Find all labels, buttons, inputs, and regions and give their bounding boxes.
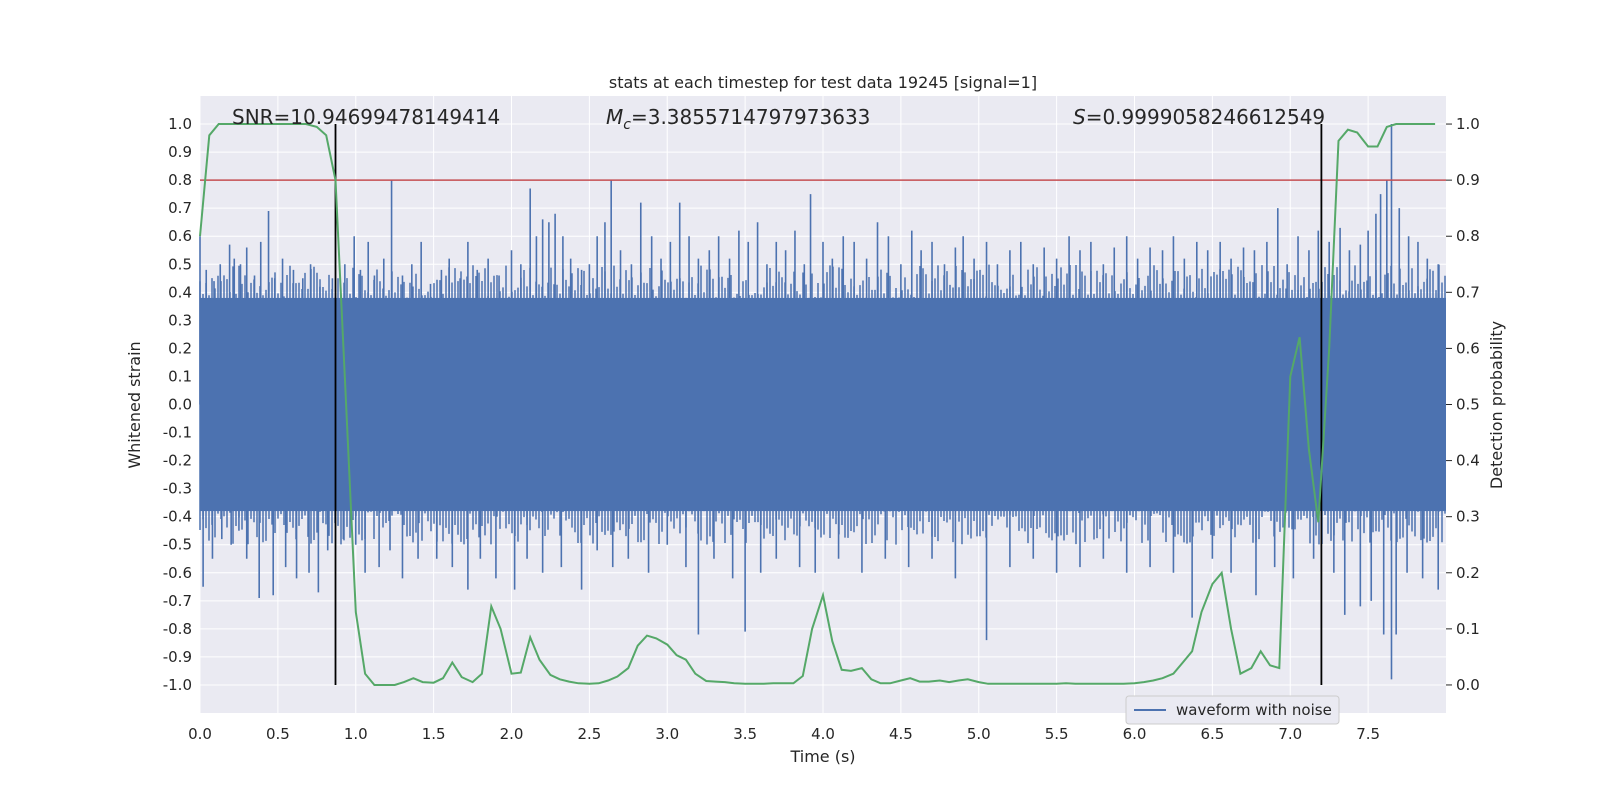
x-tick-label: 5.0: [967, 725, 991, 743]
x-tick-label: 0.5: [266, 725, 290, 743]
y-tick-label: 0.2: [168, 339, 192, 357]
y-tick-label: 0.9: [168, 143, 192, 161]
y2-tick-label: 0.5: [1456, 396, 1480, 414]
y-tick-label: 0.4: [168, 283, 192, 301]
y2-tick-label: 0.8: [1456, 227, 1480, 245]
x-tick-label: 0.0: [188, 725, 212, 743]
s-symbol: S: [1073, 105, 1086, 129]
waveform-series: [199, 124, 1446, 680]
y-tick-label: -0.9: [163, 648, 192, 666]
y-axis-label: Whitened strain: [125, 341, 144, 468]
x-tick-label: 1.0: [344, 725, 368, 743]
probability-series: [199, 123, 1436, 686]
legend-label: waveform with noise: [1176, 701, 1332, 719]
x-tick-label: 2.0: [500, 725, 524, 743]
x-tick-label: 7.0: [1278, 725, 1302, 743]
x-tick-label: 3.0: [655, 725, 679, 743]
x-tick-label: 1.5: [422, 725, 446, 743]
x-tick-label: 6.0: [1123, 725, 1147, 743]
y-tick-label: -0.3: [163, 480, 192, 498]
y-tick-label: 0.3: [168, 311, 192, 329]
x-tick-label: 6.5: [1200, 725, 1224, 743]
y-tick-label: 0.8: [168, 171, 192, 189]
y-tick-label: 0.1: [168, 367, 192, 385]
y2-tick-label: 0.0: [1456, 676, 1480, 694]
y2-tick-label: 0.9: [1456, 171, 1480, 189]
mc-annotation: Mc=3.3855714797973633: [606, 105, 870, 133]
y-tick-label: -1.0: [163, 676, 192, 694]
y-tick-label: 0.0: [168, 396, 192, 414]
y-tick-labels: 1.0 0.9 0.8 0.7 0.6 0.5 0.4 0.3 0.2 0.1 0.0 -0.1 -0.…: [163, 115, 192, 694]
vertical-markers: [334, 124, 1323, 685]
x-tick-label: 7.5: [1356, 725, 1380, 743]
y-tick-label: 0.6: [168, 227, 192, 245]
x-tick-label: 4.5: [889, 725, 913, 743]
y2-tick-label: 0.7: [1456, 283, 1480, 301]
x-tick-label: 4.0: [811, 725, 835, 743]
x-tick-label: 5.5: [1045, 725, 1069, 743]
s-value: =0.9999058246612549: [1086, 105, 1325, 129]
legend-box: [1125, 695, 1340, 725]
y2-tick-label: 0.4: [1456, 452, 1480, 470]
x-tick-label: 2.5: [577, 725, 601, 743]
snr-annotation: SNR=10.94699478149414: [232, 105, 500, 129]
mc-subscript: c: [623, 117, 631, 133]
y-tick-label: 1.0: [168, 115, 192, 133]
y2-tick-label: 0.1: [1456, 620, 1480, 638]
y-tick-label: -0.4: [163, 508, 192, 526]
mc-value: =3.3855714797973633: [631, 105, 870, 129]
y2-tick-label: 0.3: [1456, 508, 1480, 526]
y-tick-label: -0.2: [163, 452, 192, 470]
y-tick-label: 0.5: [168, 255, 192, 273]
probability-line: [199, 123, 1436, 686]
y2-tick-labels: 1.0 0.9 0.8 0.7 0.6 0.5 0.4 0.3 0.2 0.1 0.0: [1446, 115, 1480, 694]
y2-tick-label: 1.0: [1456, 115, 1480, 133]
y2-axis-label: Detection probability: [1487, 321, 1506, 489]
legend: waveform with noise: [1125, 695, 1340, 725]
y-tick-label: -0.7: [163, 592, 192, 610]
y2-tick-label: 0.6: [1456, 339, 1480, 357]
y-tick-label: -0.5: [163, 536, 192, 554]
s-annotation: S=0.9999058246612549: [1073, 105, 1325, 129]
x-tick-label: 3.5: [733, 725, 757, 743]
y2-tick-label: 0.2: [1456, 564, 1480, 582]
chart-title: stats at each timestep for test data 192…: [609, 73, 1037, 92]
y-tick-label: 0.7: [168, 199, 192, 217]
x-tick-labels: 0.0 0.5 1.0 1.5 2.0 2.5 3.0 3.5 4.0 4.5 5.0 5.5 6.0 6…: [188, 725, 1380, 743]
x-axis-label: Time (s): [789, 747, 855, 766]
mc-symbol: M: [606, 105, 623, 129]
y-tick-label: -0.1: [163, 424, 192, 442]
y-tick-label: -0.6: [163, 564, 192, 582]
y-tick-label: -0.8: [163, 620, 192, 638]
